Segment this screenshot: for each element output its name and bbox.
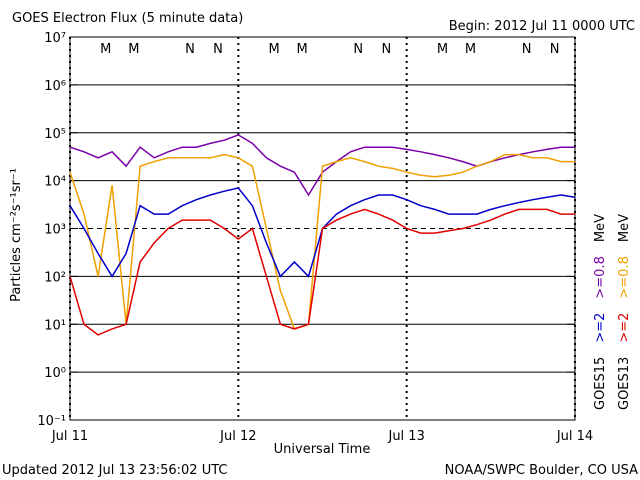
footer-left: Updated 2012 Jul 13 23:56:02 UTC <box>2 463 227 478</box>
x-axis-label: Universal Time <box>274 442 371 457</box>
y-tick-label: 10⁻¹ <box>37 414 66 429</box>
y-tick-label: 10⁷ <box>44 31 66 46</box>
legend-part: GOES15 <box>593 357 608 410</box>
legend-part: MeV <box>617 214 632 242</box>
satellite-marker: M <box>268 42 279 57</box>
y-tick-label: 10³ <box>44 223 66 238</box>
y-tick-label: 10⁴ <box>44 175 66 190</box>
series-line <box>69 208 575 336</box>
chart-title: GOES Electron Flux (5 minute data) <box>12 11 243 26</box>
satellite-marker: N <box>522 42 532 57</box>
y-tick-label: 10¹ <box>44 318 66 333</box>
legend-part: >=0.8 <box>617 256 632 298</box>
legend-part: >=2 <box>617 313 632 343</box>
satellite-marker: M <box>437 42 448 57</box>
plot-frame <box>69 36 576 421</box>
x-tick-label: Jul 12 <box>219 429 256 444</box>
series-line <box>69 153 575 330</box>
satellite-marker: N <box>185 42 195 57</box>
y-tick-label: 10⁵ <box>44 127 66 142</box>
satellite-marker: N <box>213 42 223 57</box>
subtitle: Begin: 2012 Jul 11 0000 UTC <box>449 19 635 34</box>
x-tick-label: Jul 11 <box>51 429 88 444</box>
satellite-marker: N <box>381 42 391 57</box>
y-tick-label: 10⁶ <box>44 79 66 94</box>
legend-part: GOES13 <box>617 357 632 410</box>
satellite-marker: M <box>465 42 476 57</box>
legend-column: GOES15 >=2 >=0.8 MeV <box>593 214 608 410</box>
legend-part: >=2 <box>593 313 608 343</box>
y-axis-label: Particles cm⁻²s⁻¹sr⁻¹ <box>9 168 24 302</box>
x-tick-label: Jul 13 <box>387 429 424 444</box>
y-tick-label: 10² <box>44 270 66 285</box>
legend-part: >=0.8 <box>593 256 608 298</box>
y-tick-label: 10⁰ <box>44 366 66 381</box>
satellite-marker: M <box>297 42 308 57</box>
footer-right: NOAA/SWPC Boulder, CO USA <box>445 463 638 478</box>
legend-column: GOES13 >=2 >=0.8 MeV <box>617 214 632 410</box>
satellite-marker: M <box>100 42 111 57</box>
x-tick-label: Jul 14 <box>556 429 593 444</box>
satellite-marker: N <box>353 42 363 57</box>
legend-part: MeV <box>593 214 608 242</box>
satellite-marker: N <box>550 42 560 57</box>
satellite-marker: M <box>128 42 139 57</box>
